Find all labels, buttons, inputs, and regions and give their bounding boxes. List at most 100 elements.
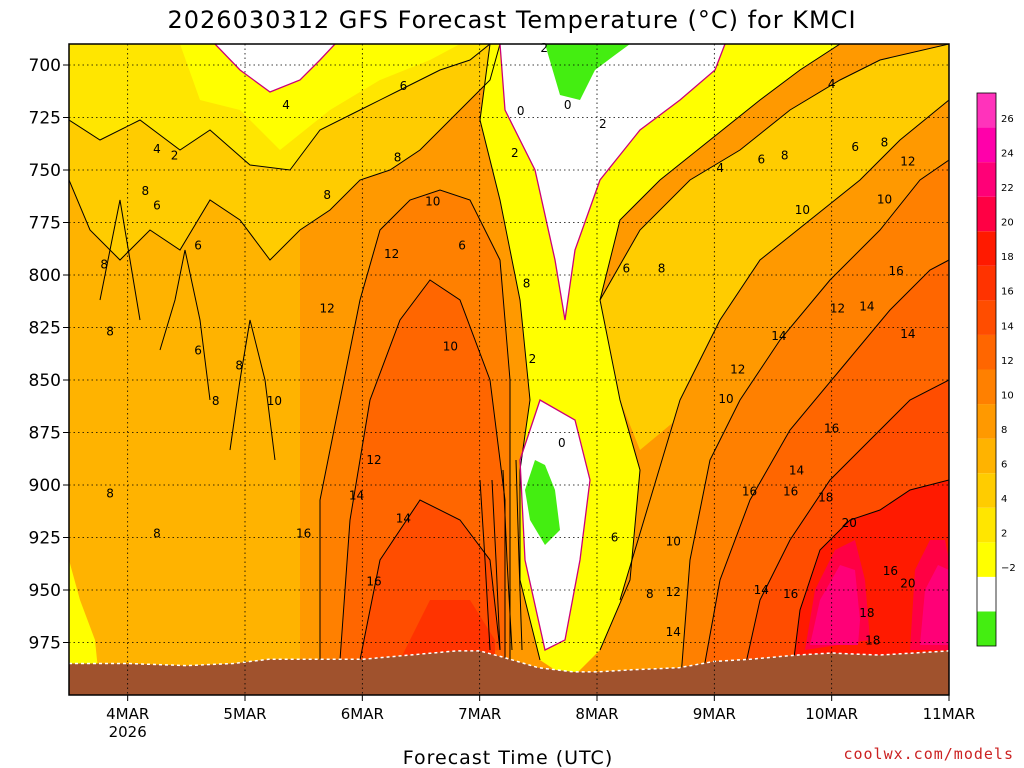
contour-label: 14 [666, 625, 681, 639]
colorbar-swatch [977, 438, 996, 474]
contour-label: 8 [323, 188, 331, 202]
contour-label: 18 [865, 633, 880, 647]
contour-label: 16 [883, 564, 898, 578]
contour-label: 6 [458, 239, 466, 253]
contour-label: 6 [400, 79, 408, 93]
contour-label: 4 [282, 98, 290, 112]
contour-label: 16 [824, 421, 839, 435]
y-tick-label: 850 [29, 371, 61, 391]
colorbar-swatch [977, 369, 996, 405]
contour-label: 8 [235, 358, 243, 372]
y-tick-label: 800 [29, 266, 61, 286]
contour-label: 16 [296, 526, 311, 540]
colorbar-swatch [977, 404, 996, 439]
plot-area [69, 44, 949, 695]
contour-label: 20 [900, 577, 915, 591]
contour-label: 6 [194, 344, 202, 358]
colorbar-swatch [977, 507, 996, 543]
contour-label: 10 [267, 394, 282, 408]
colorbar-swatch [977, 300, 996, 335]
colorbar-swatch [977, 93, 996, 128]
y-tick-label: 750 [29, 161, 61, 181]
contour-lines [69, 44, 949, 691]
contour-label: 12 [900, 155, 915, 169]
colorbar-tick-label: 24 [1001, 148, 1014, 159]
colorbar-swatch [977, 196, 996, 232]
contour-label: 4 [153, 142, 161, 156]
x-tick-sublabel: 2026 [109, 723, 147, 741]
contour-label: 2 [599, 117, 607, 131]
contour-label: 8 [394, 150, 402, 164]
colorbar-tick-label: 18 [1001, 252, 1014, 263]
y-tick-label: 900 [29, 476, 61, 496]
contour-label: 16 [783, 587, 798, 601]
x-tick-label: 8MAR [575, 705, 618, 723]
contour-label: 0 [564, 98, 572, 112]
colorbar-tick-label: 12 [1001, 356, 1014, 367]
colorbar-tick-label: 14 [1001, 321, 1014, 332]
colorbar-tick-label: 20 [1001, 218, 1014, 229]
contour-label: 16 [889, 264, 904, 278]
contour-label: 16 [783, 484, 798, 498]
y-tick-label: 775 [29, 214, 61, 234]
contour-label: 8 [658, 262, 666, 276]
colorbar-swatch [977, 231, 996, 266]
plot-frame [68, 43, 950, 696]
colorbar-tick-label: 2 [1001, 529, 1007, 540]
colorbar-swatch [977, 162, 996, 197]
colorbar-swatch [977, 127, 996, 163]
contour-label: 8 [106, 325, 114, 339]
contour-label: 8 [100, 258, 108, 272]
contour-label: 10 [425, 195, 440, 209]
contour-label: 8 [106, 486, 114, 500]
y-tick-label: 825 [29, 319, 61, 339]
contour-label: 12 [666, 585, 681, 599]
contour-label: 6 [194, 239, 202, 253]
x-tick-label: 7MAR [458, 705, 501, 723]
contour-label: 14 [754, 583, 769, 597]
contour-label: 0 [517, 104, 525, 118]
y-tick-label: 875 [29, 424, 61, 444]
contour-label: 8 [646, 587, 654, 601]
y-tick-label: 700 [29, 56, 61, 76]
contour-label: 14 [900, 327, 915, 341]
contour-label: 10 [718, 392, 733, 406]
contour-label: 6 [611, 531, 619, 545]
colorbar-tick-label: 8 [1001, 425, 1007, 436]
contour-label: 6 [623, 262, 631, 276]
field-cold-pocket-top [545, 44, 630, 100]
contour-label: 6 [153, 199, 161, 213]
contour-label: 8 [212, 394, 220, 408]
contour-label: 20 [842, 516, 857, 530]
contour-label: 14 [349, 489, 364, 503]
contour-label: 6 [851, 140, 859, 154]
contour-label: 2 [540, 41, 548, 55]
contour-label: 0 [558, 436, 566, 450]
credit-text: coolwx.com/models [843, 745, 1014, 763]
colorbar-tick-label: 22 [1001, 183, 1014, 194]
field-band-white-top [215, 44, 335, 92]
y-tick-label: 975 [29, 634, 61, 654]
ground-surface [69, 650, 949, 695]
field-bottom-yellow-left [69, 560, 100, 690]
contour-label: 2 [511, 146, 519, 160]
contour-label: 4 [716, 161, 724, 175]
colorbar-tick-label: 4 [1001, 494, 1007, 505]
contour-label: 2 [171, 148, 179, 162]
contour-label: 8 [881, 136, 889, 150]
field-right-warm-22b [920, 565, 949, 645]
contour-label: 10 [666, 535, 681, 549]
contour-label: 6 [757, 153, 765, 167]
colorbar: 26 24 22 20 18 16 14 12 10 8 6 4 2 −2 [976, 92, 1016, 647]
field-right-warm-22 [810, 565, 860, 645]
contour-label: 10 [877, 192, 892, 206]
x-tick-label: 5MAR [223, 705, 266, 723]
colorbar-tick-label: 26 [1001, 114, 1014, 125]
colorbar-swatch [977, 265, 996, 301]
colorbar-frame [976, 92, 997, 647]
colorbar-swatch [977, 542, 996, 577]
colorbar-swatch [977, 334, 996, 370]
x-tick-label: 10MAR [805, 705, 858, 723]
colorbar-swatch [977, 473, 996, 508]
